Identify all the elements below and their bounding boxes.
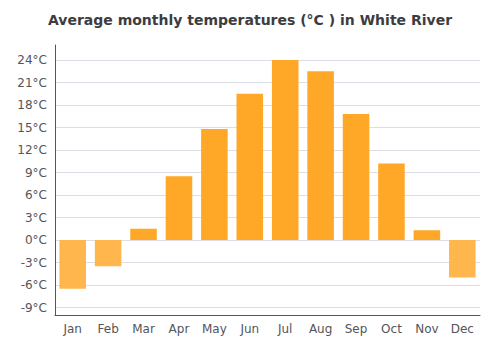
svg-text:9°C: 9°C	[25, 166, 47, 180]
svg-text:Apr: Apr	[169, 322, 190, 336]
svg-text:Jul: Jul	[277, 322, 292, 336]
svg-text:Feb: Feb	[98, 322, 119, 336]
svg-text:Mar: Mar	[132, 322, 155, 336]
svg-text:Nov: Nov	[415, 322, 438, 336]
svg-text:Aug: Aug	[309, 322, 332, 336]
svg-text:0°C: 0°C	[25, 233, 47, 247]
svg-text:6°C: 6°C	[25, 188, 47, 202]
svg-text:Jan: Jan	[62, 322, 82, 336]
svg-text:Dec: Dec	[451, 322, 474, 336]
svg-text:Average monthly temperatures (: Average monthly temperatures (°C ) in Wh…	[48, 12, 452, 28]
svg-text:15°C: 15°C	[17, 121, 47, 135]
svg-text:3°C: 3°C	[25, 211, 47, 225]
svg-text:21°C: 21°C	[17, 76, 47, 90]
svg-text:May: May	[202, 322, 227, 336]
svg-text:18°C: 18°C	[17, 98, 47, 112]
svg-text:Jun: Jun	[239, 322, 259, 336]
svg-text:-6°C: -6°C	[21, 278, 47, 292]
svg-text:24°C: 24°C	[17, 53, 47, 67]
svg-text:12°C: 12°C	[17, 143, 47, 157]
svg-text:-3°C: -3°C	[21, 256, 47, 270]
svg-text:Oct: Oct	[381, 322, 402, 336]
svg-text:Sep: Sep	[345, 322, 368, 336]
svg-text:-9°C: -9°C	[21, 301, 47, 315]
